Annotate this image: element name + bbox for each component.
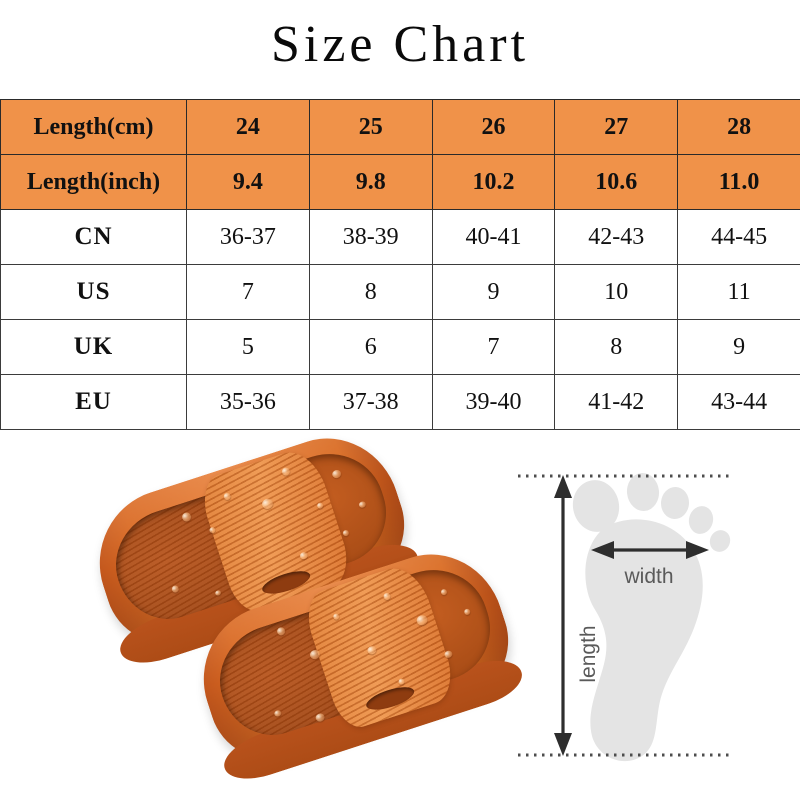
cell-cn-5: 44-45 xyxy=(677,209,800,265)
cell-eu-4: 41-42 xyxy=(554,374,679,430)
cell-uk-3: 7 xyxy=(431,319,556,375)
cell-us-3: 9 xyxy=(431,264,556,320)
cell-us-1: 7 xyxy=(186,264,310,320)
cell-cn-4: 42-43 xyxy=(554,209,679,265)
table-row-cn: CN 36-37 38-39 40-41 42-43 44-45 xyxy=(0,209,800,265)
cell-us-2: 8 xyxy=(308,264,433,320)
foot-measurement-diagram: width length xyxy=(512,456,800,786)
footprint-shape xyxy=(572,473,731,762)
cell-length-cm-2: 25 xyxy=(308,99,433,155)
row-label-eu: EU xyxy=(0,374,187,430)
cell-uk-1: 5 xyxy=(186,319,310,375)
cell-uk-2: 6 xyxy=(308,319,433,375)
cell-length-cm-4: 27 xyxy=(554,99,679,155)
cell-length-inch-3: 10.2 xyxy=(431,154,556,210)
row-label-us: US xyxy=(0,264,187,320)
toe-2 xyxy=(626,473,660,511)
length-arrow xyxy=(554,475,572,756)
product-photo-slippers xyxy=(60,420,528,792)
width-label: width xyxy=(623,565,673,588)
cell-uk-4: 8 xyxy=(554,319,679,375)
cell-eu-3: 39-40 xyxy=(431,374,556,430)
table-row-uk: UK 5 6 7 8 9 xyxy=(0,319,800,375)
row-label-length-cm: Length(cm) xyxy=(0,99,187,155)
page-title: Size Chart xyxy=(270,16,530,73)
length-label: length xyxy=(577,625,600,682)
cell-length-cm-3: 26 xyxy=(431,99,556,155)
cell-length-cm-1: 24 xyxy=(186,99,310,155)
cell-us-5: 11 xyxy=(677,264,800,320)
toe-3 xyxy=(660,487,690,519)
cell-cn-2: 38-39 xyxy=(308,209,433,265)
cell-us-4: 10 xyxy=(554,264,679,320)
row-label-cn: CN xyxy=(0,209,187,265)
cell-length-inch-2: 9.8 xyxy=(308,154,433,210)
cell-eu-1: 35-36 xyxy=(186,374,310,430)
cell-length-inch-1: 9.4 xyxy=(186,154,310,210)
cell-cn-1: 36-37 xyxy=(186,209,310,265)
table-row-length-inch: Length(inch) 9.4 9.8 10.2 10.6 11.0 xyxy=(0,154,800,210)
cell-length-cm-5: 28 xyxy=(677,99,800,155)
toe-1 xyxy=(572,480,620,532)
width-arrow xyxy=(591,541,709,559)
row-label-uk: UK xyxy=(0,319,187,375)
cell-eu-5: 43-44 xyxy=(677,374,800,430)
size-chart-table: Length(cm) 24 25 26 27 28 Length(inch) 9… xyxy=(0,99,800,430)
cell-cn-3: 40-41 xyxy=(431,209,556,265)
cell-length-inch-4: 10.6 xyxy=(554,154,679,210)
table-row-eu: EU 35-36 37-38 39-40 41-42 43-44 xyxy=(0,374,800,430)
table-row-length-cm: Length(cm) 24 25 26 27 28 xyxy=(0,99,800,155)
cell-uk-5: 9 xyxy=(677,319,800,375)
cell-eu-2: 37-38 xyxy=(308,374,433,430)
table-row-us: US 7 8 9 10 11 xyxy=(0,264,800,320)
toe-4 xyxy=(688,506,714,534)
toe-5 xyxy=(709,530,731,552)
cell-length-inch-5: 11.0 xyxy=(677,154,800,210)
row-label-length-inch: Length(inch) xyxy=(0,154,187,210)
